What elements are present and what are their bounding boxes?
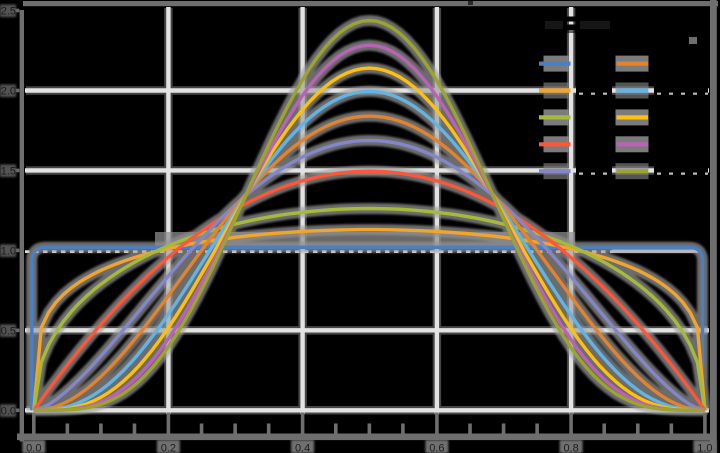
svg-text:0.6: 0.6 bbox=[429, 443, 444, 453]
svg-text:0.5: 0.5 bbox=[1, 325, 16, 337]
svg-text:0.4: 0.4 bbox=[295, 443, 310, 453]
svg-text:0.0: 0.0 bbox=[1, 405, 16, 417]
svg-text:0.2: 0.2 bbox=[161, 443, 176, 453]
svg-text:1.0: 1.0 bbox=[697, 443, 712, 453]
svg-text:2.0: 2.0 bbox=[1, 86, 16, 98]
svg-text:0.8: 0.8 bbox=[563, 443, 578, 453]
svg-text:1.5: 1.5 bbox=[1, 165, 16, 177]
svg-text:1.0: 1.0 bbox=[1, 245, 16, 257]
svg-text:2.5: 2.5 bbox=[1, 6, 16, 18]
svg-text:0.0: 0.0 bbox=[26, 443, 41, 453]
